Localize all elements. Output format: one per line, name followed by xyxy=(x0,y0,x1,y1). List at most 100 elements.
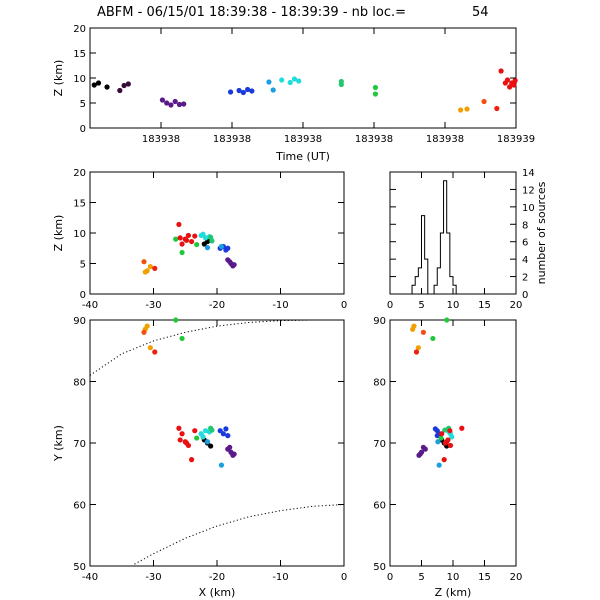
x-y-panel: 50 60 70 80 90 -40 -30 -20 -10 0 Y (km) X (km) xyxy=(52,316,347,599)
time-z-point xyxy=(511,82,517,88)
x-y-point xyxy=(218,462,225,468)
y-tick-label: 15 xyxy=(73,49,86,60)
time-z-point xyxy=(91,82,97,88)
x-z-point xyxy=(176,221,182,228)
x-tick-label: -40 xyxy=(82,300,98,311)
z-y-y-ticks: 50 60 70 80 90 xyxy=(373,316,516,573)
x-tick-label: 183938 xyxy=(355,134,393,145)
time-z-point xyxy=(481,98,487,105)
time-z-point xyxy=(504,77,511,83)
x-z-point xyxy=(152,265,158,271)
z-y-point xyxy=(459,425,465,431)
time-z-point xyxy=(279,77,285,83)
y-tick-label: 10 xyxy=(73,74,86,85)
x-z-point xyxy=(231,262,237,268)
x-y-point xyxy=(176,425,182,431)
y-tick-label: 70 xyxy=(373,439,386,450)
z-y-point xyxy=(417,451,423,457)
z-y-point xyxy=(441,457,447,463)
x-tick-label: 15 xyxy=(478,572,491,583)
x-y-point xyxy=(208,443,214,449)
z-y-points xyxy=(410,317,465,468)
x-z-point xyxy=(173,236,179,242)
time-z-point xyxy=(159,97,166,103)
z-y-point xyxy=(413,349,420,355)
time-z-point xyxy=(291,76,298,82)
time-z-point xyxy=(249,88,255,94)
y-tick-label: 14 xyxy=(522,168,535,179)
y-tick-label: 50 xyxy=(73,562,86,573)
x-tick-label: 20 xyxy=(510,300,523,311)
y-tick-label: 0 xyxy=(80,124,86,135)
y-tick-label: 4 xyxy=(522,255,528,266)
x-tick-label: -20 xyxy=(209,300,225,311)
time-z-point xyxy=(458,107,464,113)
x-tick-label: 20 xyxy=(510,572,523,583)
x-z-point xyxy=(200,231,206,237)
x-y-point xyxy=(147,345,153,351)
z-y-point xyxy=(447,428,453,434)
time-z-points xyxy=(91,68,518,113)
figure-title: ABFM - 06/15/01 18:39:38 - 18:39:39 - nb… xyxy=(97,5,406,20)
time-z-point xyxy=(121,82,127,89)
x-z-point xyxy=(179,249,185,256)
time-z-point xyxy=(125,81,131,87)
x-y-point xyxy=(144,323,150,329)
z-y-x-ticks: 0 5 10 15 20 xyxy=(387,320,523,583)
z-y-point xyxy=(432,426,438,432)
x-y-point xyxy=(231,451,237,457)
z-y-point xyxy=(442,427,448,433)
time-z-axes-frame xyxy=(89,27,517,129)
x-y-point xyxy=(225,433,231,439)
y-tick-label: 90 xyxy=(373,316,386,327)
x-z-point xyxy=(141,259,147,265)
x-tick-label: 183938 xyxy=(213,134,251,145)
x-z-point xyxy=(189,238,195,245)
y-tick-label: 8 xyxy=(522,220,528,231)
x-z-point xyxy=(209,238,215,244)
time-z-y-ticks: 0 5 10 15 20 xyxy=(73,24,516,135)
z-y-point xyxy=(411,323,417,329)
x-tick-label: 5 xyxy=(418,300,424,311)
x-y-point xyxy=(141,329,147,335)
time-z-point xyxy=(181,101,187,107)
time-z-point xyxy=(172,98,178,105)
y-tick-label: 12 xyxy=(522,185,535,196)
time-z-ylabel: Z (km) xyxy=(52,60,65,97)
z-y-point xyxy=(449,434,455,440)
x-y-point xyxy=(179,431,185,437)
time-z-xlabel: Time (UT) xyxy=(275,150,330,163)
z-y-point xyxy=(434,433,440,439)
y-tick-label: 15 xyxy=(73,199,86,210)
y-tick-label: 70 xyxy=(73,439,86,450)
x-y-points xyxy=(141,317,237,468)
z-y-point xyxy=(430,335,436,342)
z-y-point xyxy=(435,439,441,445)
x-y-point xyxy=(183,440,190,446)
x-y-point xyxy=(194,435,200,441)
time-z-point xyxy=(240,89,246,96)
x-z-point xyxy=(183,237,190,243)
y-tick-label: 60 xyxy=(373,501,386,512)
time-z-point xyxy=(245,86,251,93)
x-y-y-ticks: 50 60 70 80 90 xyxy=(73,316,344,573)
x-y-point xyxy=(227,444,233,450)
x-y-point xyxy=(173,317,179,323)
location-count: 54 xyxy=(472,5,489,20)
y-tick-label: 5 xyxy=(80,99,86,110)
time-z-point xyxy=(236,87,242,94)
time-z-point xyxy=(287,79,293,86)
time-z-point xyxy=(266,79,272,85)
z-y-point xyxy=(439,431,445,437)
x-tick-label: 0 xyxy=(387,300,393,311)
x-tick-label: 183938 xyxy=(426,134,464,145)
x-z-points xyxy=(141,221,237,275)
x-z-panel: 0 5 10 15 20 -40 -30 -20 -10 0 Z (km) xyxy=(52,168,347,311)
y-tick-label: 60 xyxy=(73,501,86,512)
x-z-ylabel: Z (km) xyxy=(52,215,65,252)
histogram-x-ticks: 0 5 10 15 20 xyxy=(387,172,523,311)
time-z-point xyxy=(464,106,470,112)
x-z-axes-frame xyxy=(89,171,345,295)
